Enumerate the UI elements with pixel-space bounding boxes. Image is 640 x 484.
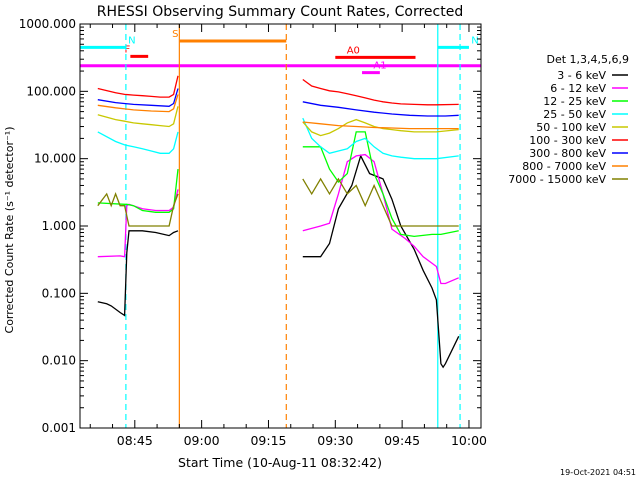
- chart-title: RHESSI Observing Summary Count Rates, Co…: [97, 4, 463, 20]
- series-line-5: [97, 75, 179, 98]
- series-line-2: [97, 169, 179, 213]
- x-tick-label: 09:00: [184, 433, 220, 448]
- y-tick-label: 10.000: [34, 152, 76, 166]
- y-tick-label: 100.000: [26, 84, 76, 98]
- x-tick-label: 10:00: [451, 433, 487, 448]
- y-tick-label: 1000.000: [19, 17, 76, 31]
- series-group-5: [97, 75, 459, 106]
- legend-label-1: 6 - 12 keV: [550, 82, 606, 95]
- flag-label-n-1: N: [471, 35, 478, 46]
- y-axis-label: Corrected Count Rate (s⁻¹ detector⁻¹): [3, 127, 16, 334]
- series-group-2: [97, 131, 459, 238]
- legend-label-3: 25 - 50 keV: [543, 108, 606, 121]
- series-group-1: [97, 153, 459, 285]
- x-tick-label: 09:30: [317, 433, 353, 448]
- series-group-6: [97, 88, 459, 117]
- series-line-6: [97, 88, 179, 107]
- legend-label-6: 300 - 800 keV: [529, 147, 606, 160]
- series-line-8: [302, 177, 459, 227]
- series-group-3: [97, 117, 459, 160]
- y-tick-label: 1.000: [42, 219, 76, 233]
- legend-label-5: 100 - 300 keV: [529, 134, 606, 147]
- x-tick-label: 09:45: [384, 433, 420, 448]
- series-line-0: [97, 230, 179, 317]
- axes: 0.001 0.010 0.100 1.000 10.000 100.000 1000.00…: [19, 17, 487, 448]
- x-tick-label: 08:45: [117, 433, 153, 448]
- series-group-0: [97, 154, 460, 369]
- legend-title: Det 1,3,4,5,6,9: [546, 53, 629, 66]
- series-line-4: [97, 106, 179, 128]
- series-group-4: [97, 106, 459, 137]
- x-axis-label: Start Time (10-Aug-11 08:32:42): [178, 455, 382, 470]
- y-tick-label: 0.001: [42, 421, 76, 435]
- legend-label-7: 800 - 7000 keV: [522, 160, 606, 173]
- series-line-3: [302, 117, 459, 160]
- flag-label-n-0: N: [128, 35, 135, 46]
- series-line-8: [97, 192, 179, 227]
- series-group-7: [97, 94, 459, 130]
- flag-label-a1-6: A1: [373, 61, 386, 72]
- series-line-4: [302, 118, 459, 137]
- flag-label-s-3: S: [172, 29, 178, 40]
- footer-date: 19-Oct-2021 04:51: [560, 468, 636, 477]
- x-tick-label: 09:15: [250, 433, 286, 448]
- y-tick-label: 0.010: [42, 354, 76, 368]
- legend-label-4: 50 - 100 keV: [536, 121, 606, 134]
- flag-label-f-2: F: [124, 44, 130, 55]
- series-line-0: [302, 154, 460, 369]
- legend-label-2: 12 - 25 keV: [543, 95, 606, 108]
- series-line-3: [97, 131, 179, 154]
- legend-label-8: 7000 - 15000 keV: [508, 173, 606, 186]
- series-group-8: [97, 177, 459, 227]
- y-tick-label: 0.100: [42, 286, 76, 300]
- series-line-5: [302, 78, 459, 106]
- series-line-7: [302, 121, 459, 130]
- series-line-1: [302, 153, 459, 285]
- series-line-2: [302, 131, 459, 238]
- series-line-7: [97, 94, 179, 113]
- legend-label-0: 3 - 6 keV: [557, 69, 606, 82]
- series-line-1: [97, 189, 179, 258]
- series-line-6: [302, 101, 459, 117]
- flag-label-a0-5: A0: [347, 45, 360, 56]
